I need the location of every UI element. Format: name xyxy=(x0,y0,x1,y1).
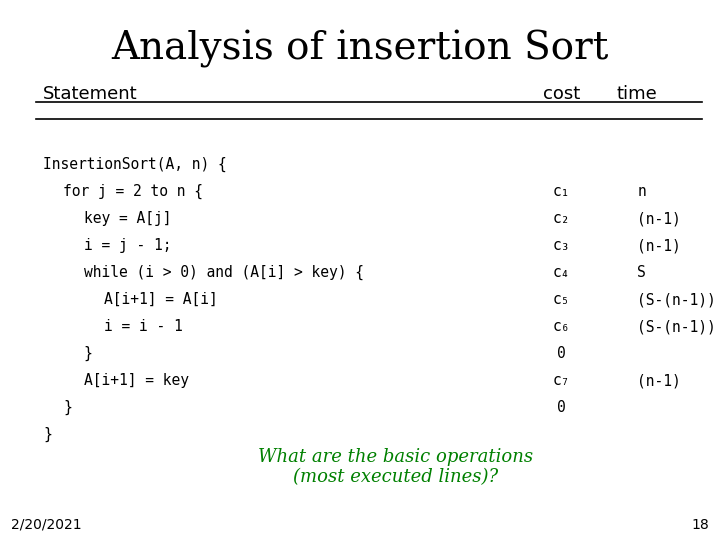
Text: InsertionSort(A, n) {: InsertionSort(A, n) { xyxy=(43,157,227,172)
Text: 0: 0 xyxy=(557,400,566,415)
Text: i = j - 1;: i = j - 1; xyxy=(84,238,171,253)
Text: 2/20/2021: 2/20/2021 xyxy=(11,518,81,532)
Text: time: time xyxy=(617,85,657,103)
Text: (S-(n-1)): (S-(n-1)) xyxy=(637,292,716,307)
Text: key = A[j]: key = A[j] xyxy=(84,211,171,226)
Text: A[i+1] = key: A[i+1] = key xyxy=(84,373,189,388)
Text: What are the basic operations
(most executed lines)?: What are the basic operations (most exec… xyxy=(258,448,534,487)
Text: n: n xyxy=(637,184,646,199)
Text: c₃: c₃ xyxy=(553,238,570,253)
Text: c₆: c₆ xyxy=(553,319,570,334)
Text: 18: 18 xyxy=(691,518,709,532)
Text: i = i - 1: i = i - 1 xyxy=(104,319,182,334)
Text: (n-1): (n-1) xyxy=(637,211,681,226)
Text: c₇: c₇ xyxy=(553,373,570,388)
Text: S: S xyxy=(637,265,646,280)
Text: c₁: c₁ xyxy=(553,184,570,199)
Text: Statement: Statement xyxy=(43,85,138,103)
Text: A[i+1] = A[i]: A[i+1] = A[i] xyxy=(104,292,217,307)
Text: c₂: c₂ xyxy=(553,211,570,226)
Text: c₅: c₅ xyxy=(553,292,570,307)
Text: c₄: c₄ xyxy=(553,265,570,280)
Text: }: } xyxy=(43,427,52,442)
Text: (n-1): (n-1) xyxy=(637,238,681,253)
Text: 0: 0 xyxy=(557,346,566,361)
Text: }: } xyxy=(84,346,92,361)
Text: }: } xyxy=(63,400,72,415)
Text: cost: cost xyxy=(543,85,580,103)
Text: while (i > 0) and (A[i] > key) {: while (i > 0) and (A[i] > key) { xyxy=(84,265,364,280)
Text: (S-(n-1)): (S-(n-1)) xyxy=(637,319,716,334)
Text: Analysis of insertion Sort: Analysis of insertion Sort xyxy=(112,30,608,68)
Text: for j = 2 to n {: for j = 2 to n { xyxy=(63,184,203,199)
Text: (n-1): (n-1) xyxy=(637,373,681,388)
